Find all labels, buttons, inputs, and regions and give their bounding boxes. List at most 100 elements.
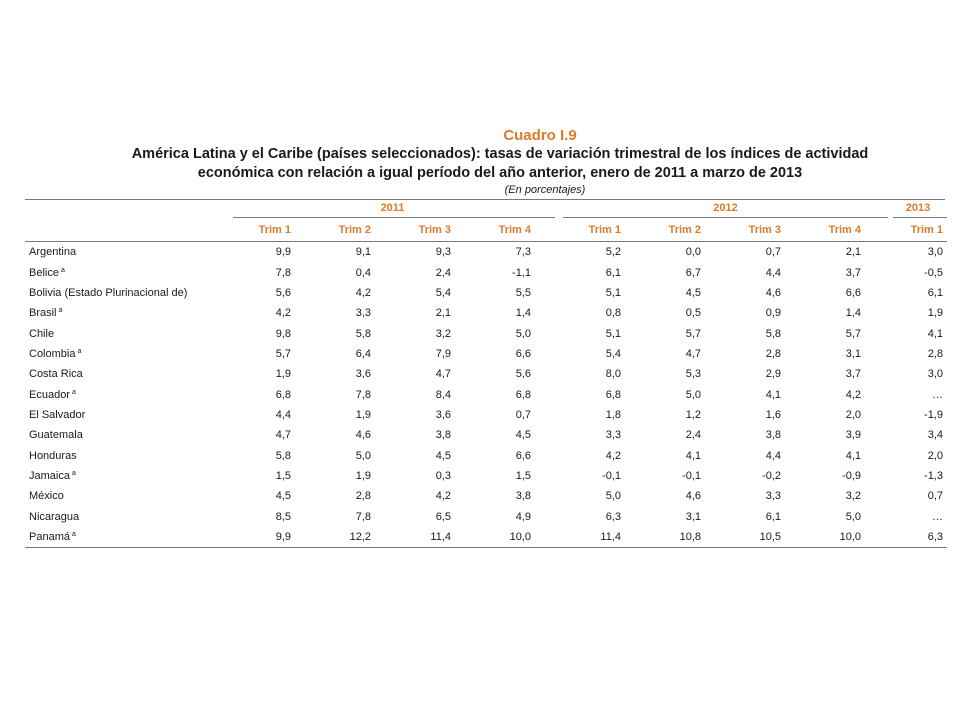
value-2012-q4: 4,1 bbox=[845, 449, 861, 462]
country-cell: El Salvador bbox=[25, 405, 233, 425]
value-2011-q1: 4,5 bbox=[275, 490, 291, 503]
q-header-2011-2: Trim 2 bbox=[313, 221, 393, 242]
value-2011-q4: -1,1 bbox=[512, 266, 531, 279]
gap-cell bbox=[553, 486, 563, 506]
document-page: Cuadro I.9 América Latina y el Caribe (p… bbox=[25, 127, 947, 549]
value-2012-q3: 6,1 bbox=[765, 510, 781, 523]
value-2012-q3: 2,8 bbox=[765, 347, 781, 360]
country-header bbox=[25, 221, 233, 242]
q-header-2013-1: Trim 1 bbox=[883, 221, 947, 242]
country-name: Ecuador bbox=[29, 388, 70, 401]
value-2011-q4: 6,6 bbox=[515, 449, 531, 462]
value-2011-q1: 9,9 bbox=[233, 526, 313, 549]
value-2012-q1: -0,1 bbox=[602, 469, 621, 482]
country-cell: Guatemala bbox=[25, 425, 233, 445]
value-2011-q1: 1,9 bbox=[275, 368, 291, 381]
value-2011-q4: 10,0 bbox=[473, 526, 553, 549]
country-cell: Bolivia (Estado Plurinacional de) bbox=[25, 283, 233, 303]
value-2013-q1: 3,4 bbox=[927, 429, 943, 442]
q-header-2011-1: Trim 1 bbox=[233, 221, 313, 242]
country-cell: Nicaragua bbox=[25, 506, 233, 526]
value-2012-q3: 4,4 bbox=[765, 266, 781, 279]
value-2012-q3: 10,5 bbox=[723, 526, 803, 549]
table-row: Brasil a 4,2 3,3 2,1 1,4 0,8 0,5 0,9 1,4 1,9 bbox=[25, 303, 947, 323]
value-2011-q1: 4,4 bbox=[275, 408, 291, 421]
data-table: Trim 1 Trim 2 Trim 3 Trim 4 Trim 1 Trim … bbox=[25, 221, 947, 549]
gap-cell bbox=[553, 344, 563, 364]
gap-cell bbox=[553, 364, 563, 384]
value-2012-q3: 0,9 bbox=[765, 307, 781, 320]
value-2013-q1: -1,9 bbox=[924, 408, 943, 421]
table-title-block: Cuadro I.9 América Latina y el Caribe (p… bbox=[25, 127, 945, 197]
value-2011-q2: 2,8 bbox=[355, 490, 371, 503]
table-title-line-1: América Latina y el Caribe (países selec… bbox=[131, 146, 869, 162]
value-2011-q4: 0,7 bbox=[515, 408, 531, 421]
value-2012-q4: 5,7 bbox=[845, 327, 861, 340]
value-2012-q1: 5,4 bbox=[605, 347, 621, 360]
value-2011-q2: 3,3 bbox=[355, 307, 371, 320]
q-header-2012-3: Trim 3 bbox=[723, 221, 803, 242]
quarter-header-row: Trim 1 Trim 2 Trim 3 Trim 4 Trim 1 Trim … bbox=[25, 221, 947, 242]
country-name: México bbox=[29, 490, 64, 503]
top-rule bbox=[25, 199, 945, 200]
value-2012-q2: 4,1 bbox=[685, 449, 701, 462]
year-2012-label: 2012 bbox=[713, 202, 738, 214]
country-name: Nicaragua bbox=[29, 510, 80, 523]
country-cell: Brasil a bbox=[25, 303, 233, 323]
value-2011-q4: 5,5 bbox=[515, 286, 531, 299]
value-2011-q3: 2,1 bbox=[435, 307, 451, 320]
table-row: Belice a 7,8 0,4 2,4 -1,1 6,1 6,7 4,4 3,7 -0,5 bbox=[25, 262, 947, 282]
value-2011-q2: 7,8 bbox=[355, 510, 371, 523]
gap-cell bbox=[553, 242, 563, 263]
value-2011-q4: 5,0 bbox=[515, 327, 531, 340]
value-2012-q2: 6,7 bbox=[685, 266, 701, 279]
value-2013-q1: -0,5 bbox=[924, 266, 943, 279]
value-2012-q2: 4,7 bbox=[685, 347, 701, 360]
gap-cell bbox=[553, 506, 563, 526]
value-2013-q1: 1,9 bbox=[927, 307, 943, 320]
value-2012-q1: 8,0 bbox=[605, 368, 621, 381]
value-2011-q3: 4,7 bbox=[435, 368, 451, 381]
table-row: Panamá a 9,9 12,2 11,4 10,0 11,4 10,8 10,5 10,0 6,… bbox=[25, 526, 947, 549]
value-2011-q2: 6,4 bbox=[355, 347, 371, 360]
country-name: Costa Rica bbox=[29, 368, 83, 381]
value-2012-q2: 1,2 bbox=[685, 408, 701, 421]
country-cell: Ecuador a bbox=[25, 384, 233, 404]
value-2011-q4: 4,5 bbox=[515, 429, 531, 442]
value-2011-q2: 12,2 bbox=[313, 526, 393, 549]
gap-header bbox=[553, 221, 563, 242]
country-name: Guatemala bbox=[29, 429, 83, 442]
country-name: Honduras bbox=[29, 449, 77, 462]
value-2012-q4: 3,7 bbox=[845, 368, 861, 381]
q-header-2011-4: Trim 4 bbox=[473, 221, 553, 242]
q-header-2011-3: Trim 3 bbox=[393, 221, 473, 242]
footnote-mark: a bbox=[71, 388, 76, 396]
value-2012-q2: 3,1 bbox=[685, 510, 701, 523]
value-2011-q3: 4,2 bbox=[435, 490, 451, 503]
country-cell: Colombia a bbox=[25, 344, 233, 364]
value-2013-q1: 6,3 bbox=[883, 526, 947, 549]
value-2011-q1: 4,7 bbox=[275, 429, 291, 442]
value-2012-q1: 5,0 bbox=[605, 490, 621, 503]
value-2011-q4: 7,3 bbox=[515, 246, 531, 259]
gap-cell bbox=[553, 303, 563, 323]
value-2012-q2: 2,4 bbox=[685, 429, 701, 442]
value-2012-q1: 5,1 bbox=[605, 286, 621, 299]
value-2012-q1: 11,4 bbox=[563, 526, 643, 549]
value-2011-q3: 7,9 bbox=[435, 347, 451, 360]
value-2011-q1: 5,7 bbox=[275, 347, 291, 360]
value-2012-q4: 4,2 bbox=[845, 388, 861, 401]
value-2012-q2: 0,0 bbox=[685, 246, 701, 259]
table-row: Costa Rica 1,9 3,6 4,7 5,6 8,0 5,3 2,9 3,7 3,0 bbox=[25, 364, 947, 384]
country-cell: Chile bbox=[25, 323, 233, 343]
year-2013-label: 2013 bbox=[905, 202, 931, 214]
country-cell: Panamá a bbox=[25, 526, 233, 549]
value-2012-q1: 6,8 bbox=[605, 388, 621, 401]
value-2012-q1: 4,2 bbox=[605, 449, 621, 462]
value-2012-q4: -0,9 bbox=[842, 469, 861, 482]
value-2011-q1: 1,5 bbox=[275, 469, 291, 482]
gap-cell bbox=[553, 405, 563, 425]
value-2012-q2: 10,8 bbox=[643, 526, 723, 549]
q-header-2012-2: Trim 2 bbox=[643, 221, 723, 242]
country-cell: Jamaica a bbox=[25, 466, 233, 486]
